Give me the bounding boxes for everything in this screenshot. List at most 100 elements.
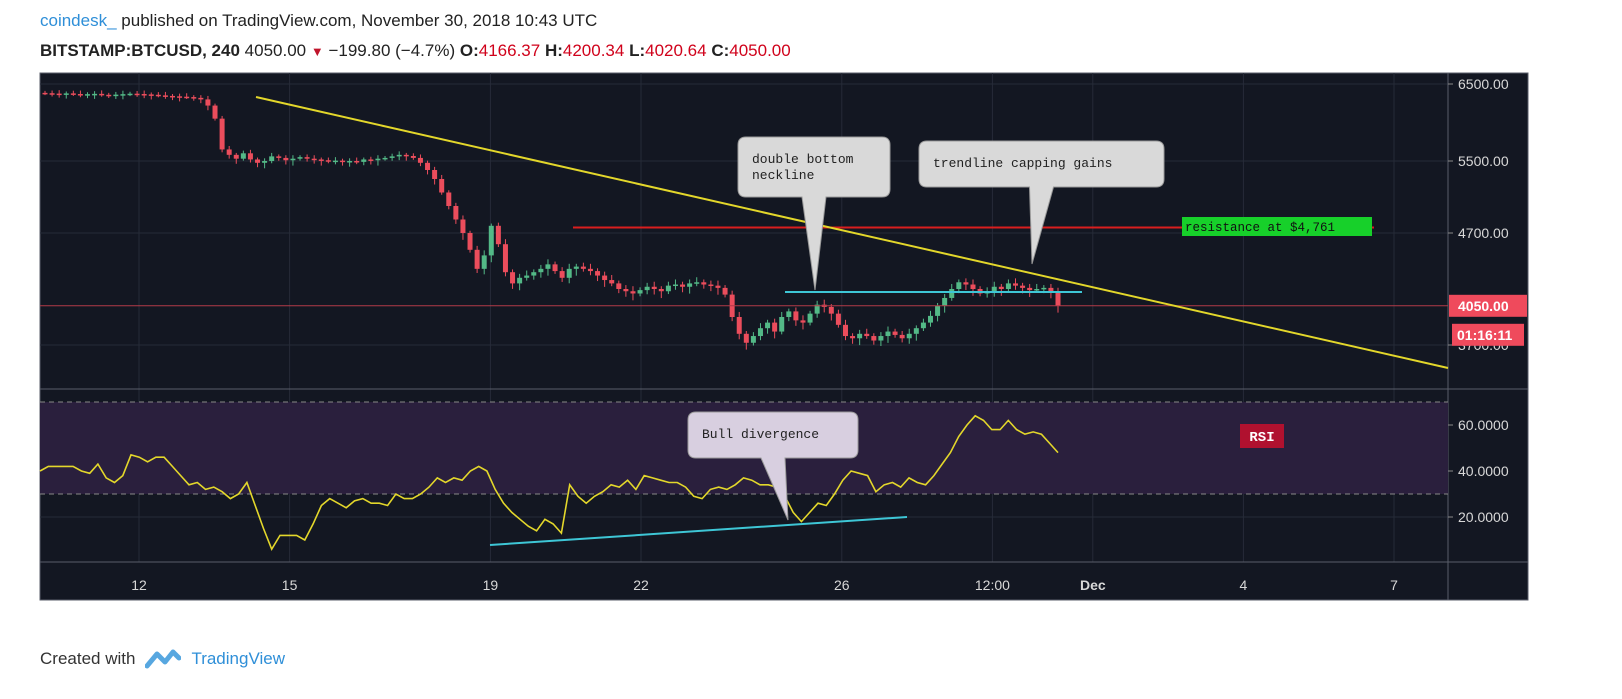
candle-body	[134, 93, 140, 96]
candle-body	[106, 94, 112, 97]
time-tick-label: 19	[483, 577, 499, 593]
time-tick-label: 26	[834, 577, 850, 593]
candle-body	[595, 271, 601, 276]
candle-body	[878, 336, 884, 341]
candle-body	[942, 297, 948, 306]
high-value: 4200.34	[562, 41, 625, 60]
candle-body	[403, 154, 409, 157]
candle-body	[835, 313, 841, 325]
candle-body	[425, 162, 431, 170]
double-bottom-callout-text: neckline	[752, 168, 814, 183]
candle-body	[665, 285, 671, 292]
candle-body	[651, 286, 657, 289]
candle-body	[672, 284, 678, 287]
candle-body	[609, 280, 615, 284]
candle-body	[935, 305, 941, 316]
candle-body	[219, 118, 225, 150]
candle-body	[623, 289, 629, 292]
candle-body	[389, 156, 395, 158]
candle-body	[920, 322, 926, 329]
candle-body	[630, 291, 636, 294]
candle-body	[255, 159, 261, 163]
candle-body	[552, 264, 558, 272]
candle-body	[212, 105, 218, 119]
candle-body	[432, 170, 438, 179]
candle-body	[857, 333, 863, 339]
candle-body	[290, 158, 296, 161]
candle-body	[517, 277, 523, 284]
rsi-tick-label: 20.0000	[1458, 509, 1509, 525]
candle-body	[368, 159, 374, 161]
candle-body	[269, 156, 275, 161]
bull-divergence-callout-bubble	[687, 411, 859, 521]
low-value: 4020.64	[645, 41, 707, 60]
candle-body	[793, 311, 799, 321]
high-label: H:	[544, 41, 563, 60]
candle-body	[325, 160, 331, 162]
candle-body	[694, 282, 700, 284]
candle-body	[510, 272, 516, 284]
double-bottom-callout-bubble	[737, 136, 891, 291]
rsi-label-bg	[1240, 424, 1284, 448]
candle-body	[1027, 287, 1033, 291]
candle-body	[786, 311, 792, 317]
candle-body	[680, 284, 686, 287]
bull-divergence-callout-text: Bull divergence	[702, 427, 819, 442]
price-tick-label: 4700.00	[1458, 225, 1509, 241]
candle-body	[1041, 287, 1047, 290]
candle-body	[1012, 283, 1018, 286]
candle-body	[247, 153, 253, 160]
candle-body	[502, 244, 508, 273]
candle-body	[417, 157, 423, 163]
candle-body	[276, 156, 282, 158]
candle-body	[927, 315, 933, 323]
trendline	[255, 96, 1449, 369]
candle-body	[439, 179, 445, 193]
time-tick-label: 22	[633, 577, 649, 593]
candle-body	[460, 219, 466, 233]
candle-body	[297, 157, 303, 159]
tradingview-logo-icon[interactable]	[145, 648, 182, 670]
publish-header: coindesk_ published on TradingView.com, …	[40, 11, 597, 31]
candle-body	[1034, 289, 1040, 291]
candle-body	[644, 286, 650, 291]
candle-body	[141, 94, 147, 96]
candle-body	[538, 268, 544, 273]
tradingview-brand[interactable]: TradingView	[191, 649, 285, 668]
rsi-label: RSI	[1249, 430, 1274, 446]
candle-body	[262, 161, 268, 163]
bull-divergence-line	[489, 516, 908, 546]
rsi-tick-label: 40.0000	[1458, 463, 1509, 479]
candle-body	[715, 285, 721, 288]
candle-body	[226, 149, 232, 155]
candle-body	[602, 275, 608, 281]
rsi-line	[39, 414, 1059, 551]
current-price-badge	[1449, 294, 1527, 317]
created-with-text: Created with	[40, 649, 136, 668]
candle-body	[765, 322, 771, 329]
candle-body	[573, 266, 579, 269]
candle-body	[49, 93, 55, 95]
close-label: C:	[711, 41, 730, 60]
time-tick-label: 7	[1390, 577, 1398, 593]
candle-body	[113, 94, 119, 97]
candle-body	[361, 159, 367, 162]
candle-body	[814, 304, 820, 314]
author-link[interactable]: coindesk_	[40, 11, 117, 30]
candle-body	[42, 92, 48, 95]
published-text: published on TradingView.com, November 3…	[121, 11, 598, 30]
candle-body	[56, 93, 62, 96]
symbol-label: BITSTAMP:BTCUSD, 240	[40, 41, 240, 60]
candle-body	[311, 158, 317, 161]
candle-body	[446, 192, 452, 206]
candle-body	[481, 255, 487, 269]
candle-body	[736, 317, 742, 334]
candle-body	[566, 268, 572, 278]
candle-body	[991, 286, 997, 292]
candle-body	[170, 95, 176, 98]
candle-body	[658, 289, 664, 292]
current-price-label: 4050.00	[1458, 298, 1509, 314]
